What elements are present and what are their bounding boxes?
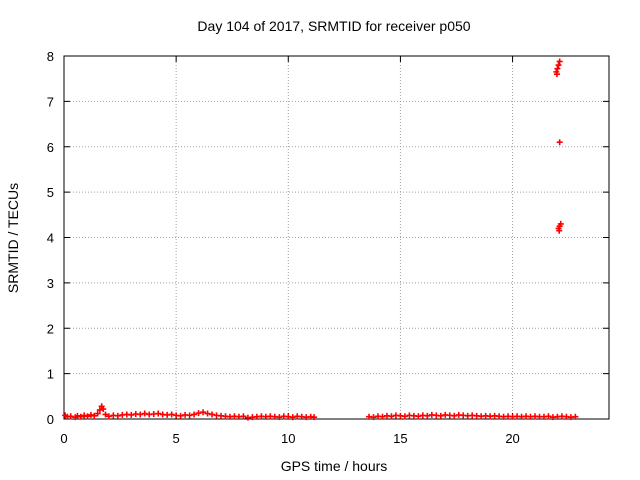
data-points bbox=[62, 58, 579, 421]
data-point bbox=[415, 413, 422, 420]
data-point bbox=[424, 412, 431, 419]
y-tick-label: 6 bbox=[47, 140, 54, 155]
y-tick-label: 1 bbox=[47, 367, 54, 382]
data-point bbox=[401, 413, 408, 420]
y-tick-label: 3 bbox=[47, 276, 54, 291]
x-axis-label: GPS time / hours bbox=[281, 458, 388, 474]
data-point bbox=[87, 411, 94, 418]
data-point bbox=[81, 412, 88, 419]
x-tick-label: 15 bbox=[393, 431, 407, 446]
data-point bbox=[195, 410, 202, 417]
data-point bbox=[105, 413, 112, 420]
data-point bbox=[379, 413, 386, 420]
data-point bbox=[102, 411, 109, 418]
data-point bbox=[114, 412, 121, 419]
data-point bbox=[204, 410, 211, 417]
data-point bbox=[100, 406, 107, 413]
data-point bbox=[556, 58, 563, 65]
x-tick-label: 10 bbox=[281, 431, 295, 446]
data-point bbox=[200, 409, 207, 416]
data-point bbox=[77, 413, 84, 420]
axis-ticks: 0 5 10 15 20 0 1 2 3 4 5 6 7 8 bbox=[47, 49, 609, 446]
data-point bbox=[96, 406, 103, 413]
data-point bbox=[191, 411, 198, 418]
data-point bbox=[240, 413, 247, 420]
data-point bbox=[168, 411, 175, 418]
y-tick-label: 2 bbox=[47, 321, 54, 336]
x-tick-label: 5 bbox=[173, 431, 180, 446]
data-point bbox=[572, 413, 579, 420]
data-point bbox=[186, 412, 193, 419]
chart-title: Day 104 of 2017, SRMTID for receiver p05… bbox=[197, 18, 470, 34]
data-point bbox=[67, 413, 74, 420]
data-point bbox=[209, 411, 216, 418]
data-point bbox=[155, 410, 162, 417]
data-point bbox=[84, 413, 91, 420]
data-point bbox=[556, 139, 563, 146]
data-point bbox=[556, 227, 563, 234]
data-point bbox=[554, 65, 561, 72]
data-point bbox=[137, 411, 144, 418]
y-tick-label: 0 bbox=[47, 412, 54, 427]
data-point bbox=[555, 62, 562, 69]
data-point bbox=[553, 71, 560, 78]
data-point bbox=[388, 413, 395, 420]
data-point bbox=[141, 410, 148, 417]
data-point bbox=[545, 413, 552, 420]
data-point bbox=[437, 412, 444, 419]
y-axis-label: SRMTID / TECUs bbox=[5, 183, 21, 293]
data-point bbox=[94, 410, 101, 417]
x-tick-label: 0 bbox=[60, 431, 67, 446]
grid bbox=[64, 56, 609, 419]
y-tick-label: 5 bbox=[47, 185, 54, 200]
data-point bbox=[557, 220, 564, 227]
data-point bbox=[451, 412, 458, 419]
y-tick-label: 8 bbox=[47, 49, 54, 64]
data-point bbox=[289, 414, 296, 421]
data-point bbox=[370, 414, 377, 421]
y-tick-label: 4 bbox=[47, 231, 54, 246]
data-point bbox=[128, 411, 135, 418]
data-point bbox=[311, 414, 318, 421]
data-point bbox=[177, 412, 184, 419]
x-tick-label: 20 bbox=[505, 431, 519, 446]
data-point bbox=[91, 412, 98, 419]
y-tick-label: 7 bbox=[47, 94, 54, 109]
data-point bbox=[74, 412, 81, 419]
data-point bbox=[276, 414, 283, 421]
